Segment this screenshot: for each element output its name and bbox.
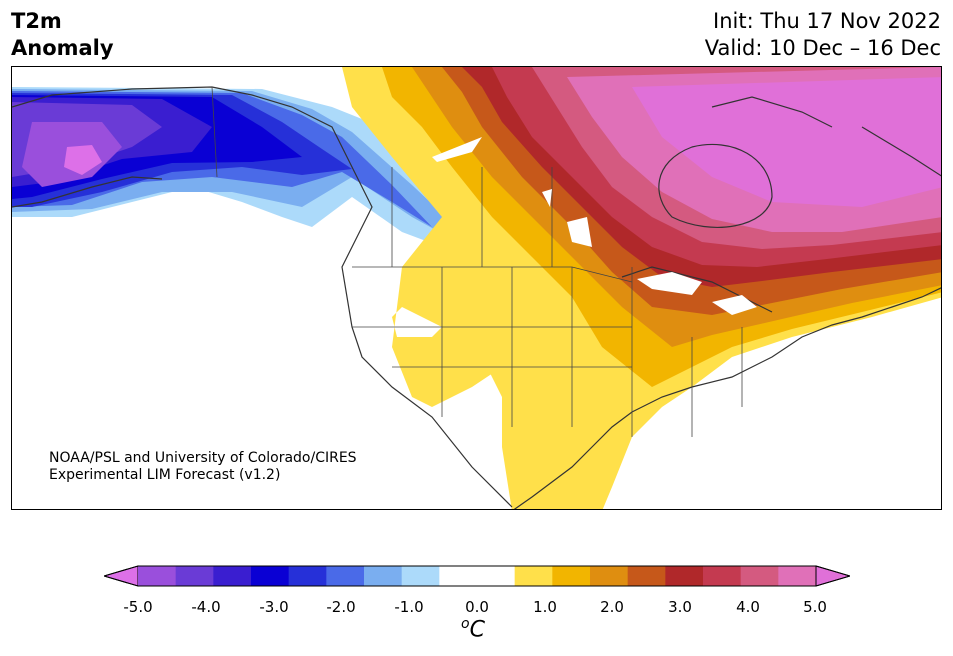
credit-line-2: Experimental LIM Forecast (v1.2) [49,467,281,483]
colorbar-swatch [364,566,403,586]
tick-label: -2.0 [326,598,356,616]
colorbar-extend-high [815,565,852,587]
lakes [432,137,757,315]
colorbar-swatch [477,566,516,586]
tick-label: -5.0 [123,598,153,616]
colorbar-swatch [401,566,440,586]
colorbar-swatch [213,566,252,586]
colorbar-swatch [665,566,704,586]
tick-label: 4.0 [736,598,760,616]
cold-anomaly-field [12,87,482,262]
colorbar-svg [102,565,852,587]
title-line-2: Anomaly [11,36,114,60]
coastlines [12,86,941,509]
tick-label: -3.0 [259,598,289,616]
colorbar-swatch [590,566,629,586]
anomaly-map [11,66,942,510]
tick-label: 1.0 [533,598,557,616]
colorbar-swatch [439,566,478,586]
colorbar-swatch [138,566,177,586]
map-svg [12,67,941,509]
colorbar-swatch [326,566,365,586]
tick-label: 2.0 [600,598,624,616]
forecast-dates: Init: Thu 17 Nov 2022 Valid: 10 Dec – 16… [705,8,941,62]
credit-text: NOAA/PSL and University of Colorado/CIRE… [49,450,357,484]
colorbar-swatch [175,566,214,586]
colorbar-extend-low [102,565,139,587]
tick-label: -1.0 [394,598,424,616]
colorbar-swatch [251,566,290,586]
valid-date: Valid: 10 Dec – 16 Dec [704,36,941,60]
unit-letter: C [469,617,485,643]
unit-label: oC [461,616,485,642]
colorbar-swatch [288,566,327,586]
colorbar-swatch [778,566,817,586]
tick-label: 0.0 [465,598,489,616]
colorbar-ticks: -5.0 -4.0 -3.0 -2.0 -1.0 0.0 1.0 2.0 3.0… [0,598,953,618]
map-title: T2m Anomaly [11,8,114,62]
colorbar [102,563,852,595]
title-line-1: T2m [11,9,62,33]
colorbar-swatch [740,566,779,586]
tick-label: 5.0 [803,598,827,616]
credit-line-1: NOAA/PSL and University of Colorado/CIRE… [49,450,357,466]
colorbar-swatch [703,566,742,586]
warm-anomaly-field [342,67,941,509]
init-date: Init: Thu 17 Nov 2022 [713,9,941,33]
political-borders [211,86,743,437]
tick-label: 3.0 [668,598,692,616]
colorbar-swatch [514,566,553,586]
unit-degree-symbol: o [461,616,470,632]
colorbar-swatch [627,566,666,586]
tick-label: -4.0 [191,598,221,616]
colorbar-swatch [552,566,591,586]
